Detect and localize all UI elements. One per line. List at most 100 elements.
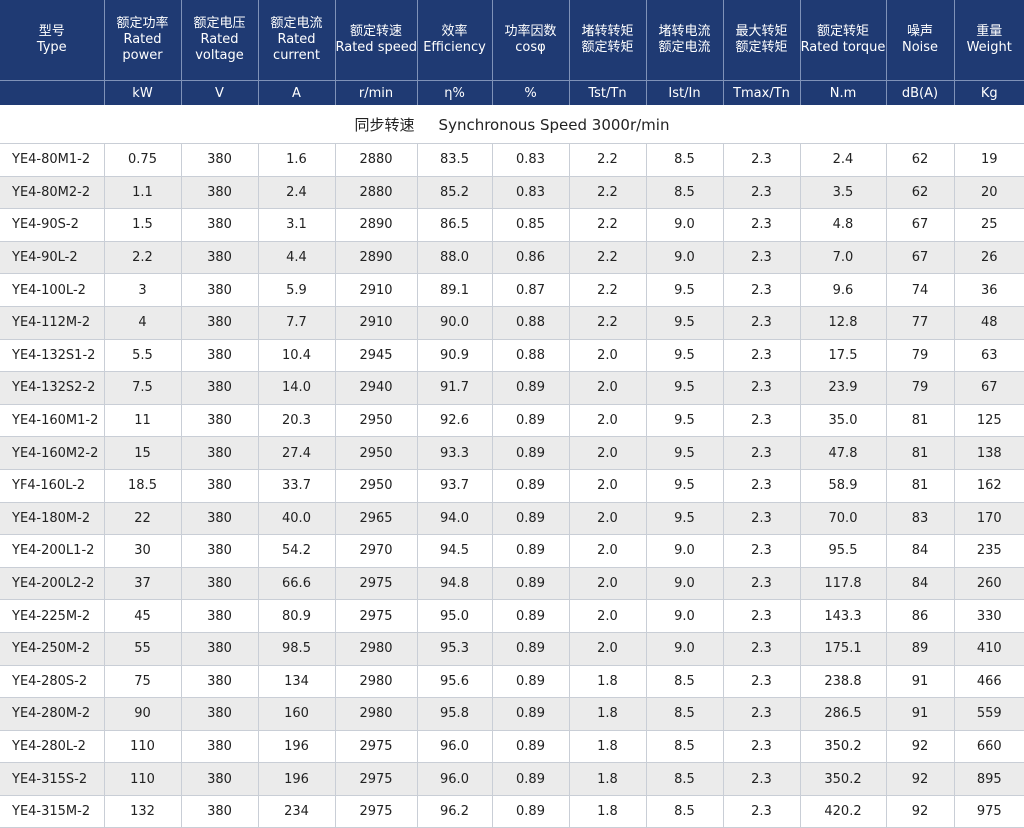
table-cell: 91 [886,698,954,731]
column-header-zh: 最大转矩 [724,24,800,40]
column-header-zh: 噪声 [887,24,954,40]
model-cell: YE4-112M-2 [0,306,104,339]
table-cell: 22 [104,502,181,535]
column-header-zh: 型号 [0,24,104,40]
table-cell: 234 [258,795,335,828]
table-cell: 81 [886,469,954,502]
table-cell: 2970 [335,535,417,568]
table-cell: 0.87 [492,274,569,307]
table-cell: 160 [258,698,335,731]
table-cell: 380 [181,600,258,633]
table-cell: 1.8 [569,763,646,796]
table-cell: 2.0 [569,404,646,437]
table-cell: 2.3 [723,176,800,209]
table-cell: 260 [954,567,1024,600]
table-cell: 2880 [335,176,417,209]
table-cell: 0.89 [492,632,569,665]
table-cell: 8.5 [646,144,723,177]
table-cell: 93.3 [417,437,492,470]
table-cell: 2950 [335,404,417,437]
table-cell: 2980 [335,632,417,665]
table-cell: 11 [104,404,181,437]
table-cell: 2.2 [569,274,646,307]
table-cell: 2.3 [723,209,800,242]
table-cell: 85.2 [417,176,492,209]
table-cell: 1.1 [104,176,181,209]
table-cell: 88.0 [417,241,492,274]
table-cell: 95.5 [800,535,886,568]
table-cell: 286.5 [800,698,886,731]
section-title-zh: 同步转速 [355,116,415,134]
table-cell: 2.3 [723,698,800,731]
column-unit: Ist/In [646,81,723,106]
model-cell: YE4-200L2-2 [0,567,104,600]
column-unit: r/min [335,81,417,106]
table-cell: 1.8 [569,698,646,731]
table-cell: 62 [886,176,954,209]
table-cell: 84 [886,535,954,568]
column-header-en: Rated speed [336,40,417,56]
table-cell: 66.6 [258,567,335,600]
model-cell: YE4-132S1-2 [0,339,104,372]
table-cell: 380 [181,176,258,209]
table-cell: 2.2 [569,144,646,177]
table-cell: 8.5 [646,795,723,828]
table-cell: 2.0 [569,372,646,405]
table-cell: 77 [886,306,954,339]
model-cell: YE4-315S-2 [0,763,104,796]
table-cell: 1.6 [258,144,335,177]
table-cell: 2.3 [723,665,800,698]
table-cell: 196 [258,763,335,796]
column-header: 最大转矩额定转矩 [723,0,800,81]
column-header-zh: 额定电压 [182,16,258,32]
table-cell: 62 [886,144,954,177]
table-cell: 466 [954,665,1024,698]
table-cell: 0.89 [492,730,569,763]
table-cell: 2.3 [723,535,800,568]
table-cell: 2.3 [723,730,800,763]
table-cell: 7.5 [104,372,181,405]
table-cell: 1.5 [104,209,181,242]
column-unit: % [492,81,569,106]
table-cell: 67 [954,372,1024,405]
table-cell: 380 [181,469,258,502]
table-cell: 0.89 [492,502,569,535]
table-cell: 9.0 [646,209,723,242]
column-header-en: Rated [105,32,181,48]
model-cell: YE4-315M-2 [0,795,104,828]
table-cell: 380 [181,665,258,698]
column-header: 堵转电流额定电流 [646,0,723,81]
table-cell: 90 [104,698,181,731]
table-cell: 110 [104,763,181,796]
table-cell: 83.5 [417,144,492,177]
column-unit [0,81,104,106]
table-cell: 25 [954,209,1024,242]
table-cell: 2.2 [569,176,646,209]
table-cell: 81 [886,437,954,470]
column-header-en: current [259,48,335,64]
table-cell: 2.3 [723,763,800,796]
table-cell: 0.89 [492,469,569,502]
column-header-en: Rated [259,32,335,48]
table-cell: 4.4 [258,241,335,274]
table-cell: 54.2 [258,535,335,568]
table-cell: 2945 [335,339,417,372]
table-cell: 84 [886,567,954,600]
table-cell: 26 [954,241,1024,274]
table-cell: 2.3 [723,469,800,502]
model-cell: YF4-160L-2 [0,469,104,502]
column-header-en: Efficiency [418,40,492,56]
table-cell: 96.0 [417,730,492,763]
